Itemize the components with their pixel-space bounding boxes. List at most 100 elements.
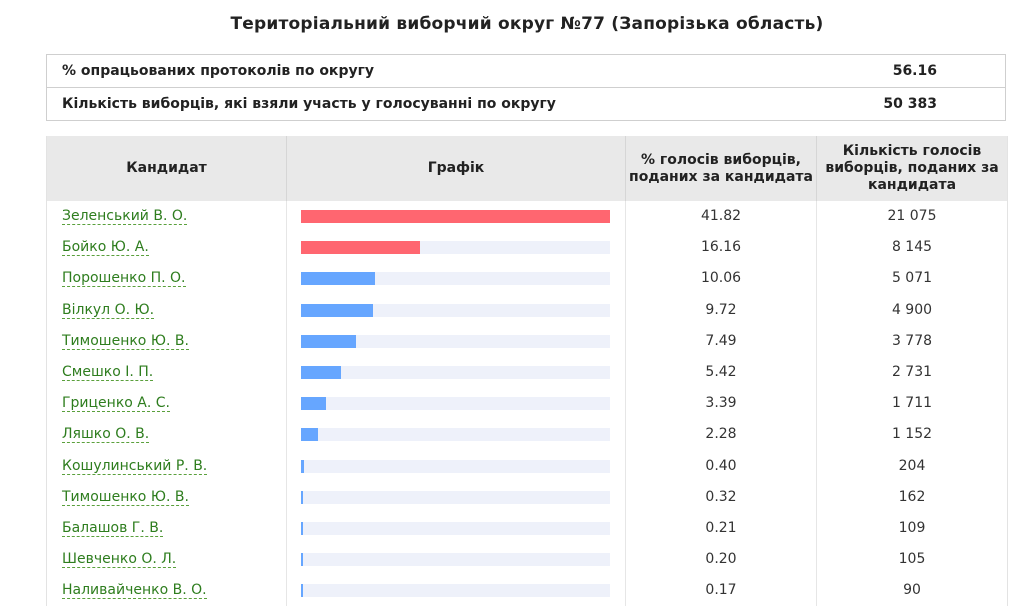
- votes-cell: 109: [817, 513, 1007, 544]
- chart-cell: [287, 325, 626, 357]
- votes-cell: 4 900: [817, 295, 1007, 326]
- candidate-cell: Бойко Ю. А.: [47, 232, 287, 264]
- chart-cell: [287, 356, 626, 389]
- summary-row-processed: % опрацьованих протоколів по округу 56.1…: [47, 55, 1005, 87]
- percent-cell: 41.82: [626, 201, 817, 233]
- vote-share-bar: [301, 365, 342, 379]
- table-row: Порошенко П. О. 10.06 5 071: [47, 263, 1007, 295]
- vote-share-bar-track: [301, 241, 610, 255]
- candidate-name-link[interactable]: Бойко Ю. А.: [62, 239, 149, 257]
- table-row: Вілкул О. Ю. 9.72 4 900: [47, 294, 1007, 326]
- summary-value: 50 383: [883, 96, 937, 112]
- candidate-cell: Шевченко О. Л.: [47, 544, 287, 576]
- vote-share-bar: [301, 584, 303, 598]
- percent-value: 41.82: [700, 208, 742, 224]
- chart-cell: [287, 544, 626, 576]
- votes-cell: 2 731: [817, 357, 1007, 388]
- vote-share-bar-track: [301, 459, 610, 473]
- candidate-name-link[interactable]: Ляшко О. В.: [62, 426, 150, 444]
- vote-share-bar-track: [301, 334, 610, 348]
- page-title: Територіальний виборчий округ №77 (Запор…: [230, 14, 824, 34]
- table-row: Шевченко О. Л. 0.20 105: [47, 544, 1007, 576]
- percent-value: 0.32: [705, 488, 737, 505]
- candidate-name-link[interactable]: Гриценко А. С.: [62, 395, 170, 413]
- candidate-name-link[interactable]: Кошулинський Р. В.: [62, 457, 208, 475]
- candidate-name-link[interactable]: Балашов Г. В.: [62, 519, 164, 537]
- votes-value: 90: [903, 582, 921, 599]
- votes-value: 21 075: [887, 208, 937, 224]
- summary-row-turnout: Кількість виборців, які взяли участь у г…: [47, 87, 1005, 120]
- percent-value: 10.06: [700, 270, 742, 287]
- table-row: Балашов Г. В. 0.21 109: [47, 512, 1007, 545]
- votes-cell: 5 071: [817, 263, 1007, 294]
- percent-cell: 10.06: [626, 263, 817, 295]
- percent-cell: 0.21: [626, 512, 817, 545]
- chart-cell: [287, 512, 626, 545]
- vote-share-bar-track: [301, 303, 610, 317]
- vote-share-bar: [301, 210, 610, 223]
- candidate-name-link[interactable]: Вілкул О. Ю.: [62, 301, 155, 319]
- candidate-name-link[interactable]: Порошенко П. О.: [62, 270, 186, 288]
- chart-cell: [287, 388, 626, 420]
- candidate-name-link[interactable]: Смешко І. П.: [62, 363, 154, 381]
- votes-value: 162: [898, 488, 926, 505]
- votes-cell: 8 145: [817, 232, 1007, 263]
- vote-share-bar: [301, 397, 327, 411]
- summary-label: Кількість виборців, які взяли участь у г…: [62, 96, 556, 112]
- candidate-cell: Смешко І. П.: [47, 356, 287, 389]
- percent-value: 2.28: [705, 426, 737, 443]
- votes-value: 204: [898, 457, 926, 474]
- votes-value: 4 900: [891, 301, 933, 318]
- table-row: Тимошенко Ю. В. 0.32 162: [47, 481, 1007, 513]
- table-row: Ляшко О. В. 2.28 1 152: [47, 419, 1007, 451]
- table-row: Бойко Ю. А. 16.16 8 145: [47, 232, 1007, 264]
- vote-share-bar-track: [301, 272, 610, 286]
- votes-value: 1 152: [891, 426, 933, 443]
- candidate-cell: Порошенко П. О.: [47, 263, 287, 295]
- column-header-chart: Графік: [287, 136, 626, 201]
- votes-value: 1 711: [891, 395, 933, 412]
- votes-value: 2 731: [891, 363, 933, 380]
- table-row: Гриценко А. С. 3.39 1 711: [47, 388, 1007, 420]
- vote-share-bar-track: [301, 521, 610, 535]
- candidate-name-link[interactable]: Шевченко О. Л.: [62, 551, 177, 569]
- candidate-name-link[interactable]: Тимошенко Ю. В.: [62, 332, 189, 350]
- vote-share-bar: [301, 459, 304, 473]
- candidate-cell: Ляшко О. В.: [47, 419, 287, 451]
- table-row: Тимошенко Ю. В. 7.49 3 778: [47, 325, 1007, 357]
- percent-value: 0.17: [705, 582, 737, 599]
- chart-cell: [287, 294, 626, 326]
- percent-value: 0.20: [705, 551, 737, 568]
- vote-share-bar: [301, 553, 303, 567]
- percent-value: 5.42: [705, 363, 737, 380]
- percent-value: 7.49: [705, 332, 737, 349]
- votes-value: 5 071: [891, 270, 933, 287]
- votes-value: 3 778: [891, 332, 933, 349]
- percent-value: 0.40: [705, 457, 737, 474]
- table-row: Наливайченко В. О. 0.17 90: [47, 575, 1007, 607]
- percent-cell: 2.28: [626, 419, 817, 451]
- votes-value: 8 145: [891, 239, 933, 256]
- votes-cell: 1 152: [817, 419, 1007, 450]
- percent-cell: 3.39: [626, 388, 817, 420]
- percent-cell: 0.20: [626, 544, 817, 576]
- candidate-cell: Тимошенко Ю. В.: [47, 481, 287, 513]
- percent-value: 16.16: [700, 239, 742, 256]
- vote-share-bar: [301, 303, 373, 317]
- candidate-cell: Вілкул О. Ю.: [47, 294, 287, 326]
- votes-cell: 90: [817, 575, 1007, 606]
- percent-value: 9.72: [705, 301, 737, 318]
- vote-share-bar: [301, 241, 421, 255]
- percent-value: 0.21: [705, 519, 737, 536]
- candidate-name-link[interactable]: Зеленський В. О.: [62, 208, 188, 225]
- vote-share-bar: [301, 428, 318, 442]
- vote-share-bar: [301, 521, 303, 535]
- chart-cell: [287, 201, 626, 233]
- candidate-cell: Балашов Г. В.: [47, 512, 287, 545]
- vote-share-bar: [301, 334, 357, 348]
- table-row: Кошулинський Р. В. 0.40 204: [47, 450, 1007, 482]
- candidate-name-link[interactable]: Тимошенко Ю. В.: [62, 488, 189, 506]
- column-header-candidate: Кандидат: [47, 136, 287, 201]
- percent-cell: 16.16: [626, 232, 817, 264]
- candidate-name-link[interactable]: Наливайченко В. О.: [62, 582, 207, 600]
